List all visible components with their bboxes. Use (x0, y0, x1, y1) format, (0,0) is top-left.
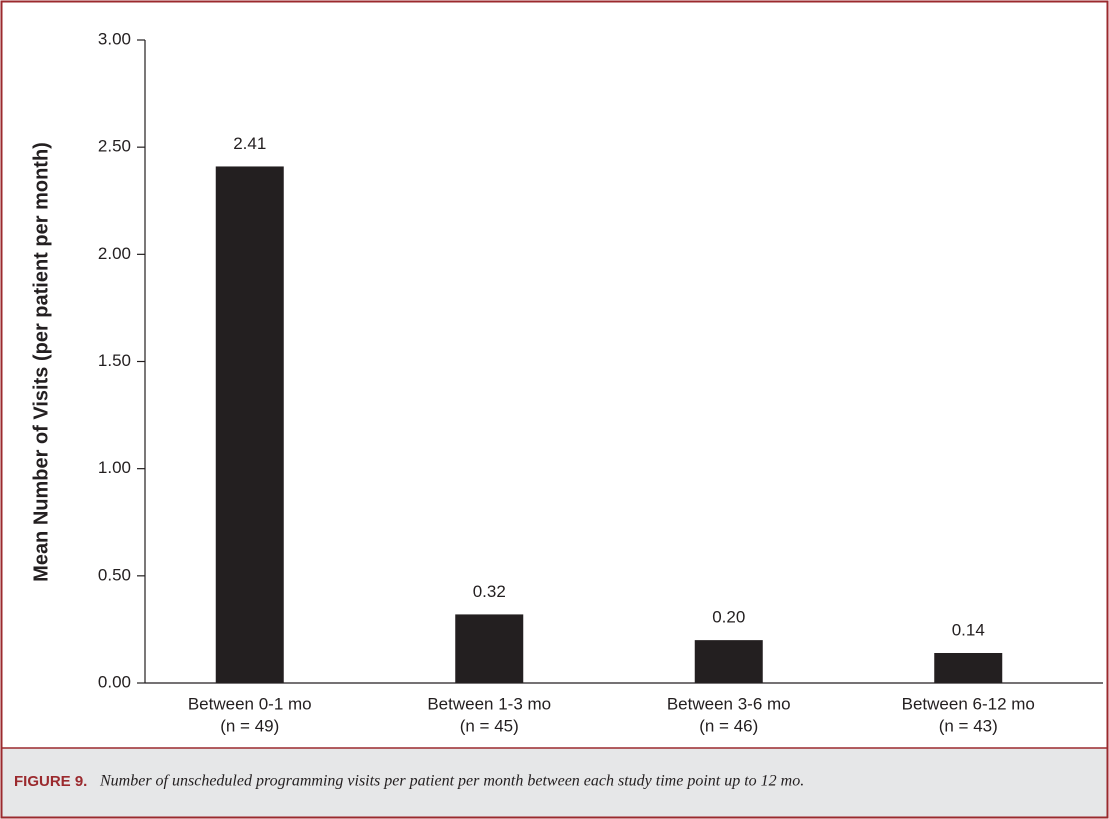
bar (694, 640, 763, 683)
x-tick-label: Between 1-3 mo (427, 694, 551, 713)
y-tick-label: 0.00 (98, 672, 131, 691)
x-tick-sublabel: (n = 49) (220, 716, 279, 735)
x-tick-sublabel: (n = 45) (460, 716, 519, 735)
x-tick-sublabel: (n = 46) (699, 716, 758, 735)
y-tick-label: 3.00 (98, 29, 131, 48)
x-tick-label: Between 3-6 mo (667, 694, 791, 713)
y-tick-label: 2.50 (98, 137, 131, 156)
caption-band (2, 748, 1107, 817)
bar (934, 652, 1003, 683)
value-label: 0.32 (473, 582, 506, 601)
x-tick-label: Between 6-12 mo (902, 694, 1035, 713)
x-tick-label: Between 0-1 mo (188, 694, 312, 713)
caption-label: FIGURE 9. (14, 773, 87, 790)
y-tick-label: 0.50 (98, 565, 131, 584)
y-tick-label: 2.00 (98, 244, 131, 263)
caption: Number of unscheduled programming visits… (99, 773, 804, 790)
value-label: 2.41 (233, 134, 266, 153)
x-tick-sublabel: (n = 43) (939, 716, 998, 735)
value-label: 0.20 (712, 608, 745, 627)
bar (455, 614, 524, 683)
bar (215, 166, 284, 683)
y-tick-label: 1.00 (98, 458, 131, 477)
y-tick-label: 1.50 (98, 351, 131, 370)
value-label: 0.14 (952, 620, 985, 639)
y-axis-label: Mean Number of Visits (per patient per m… (30, 142, 52, 582)
